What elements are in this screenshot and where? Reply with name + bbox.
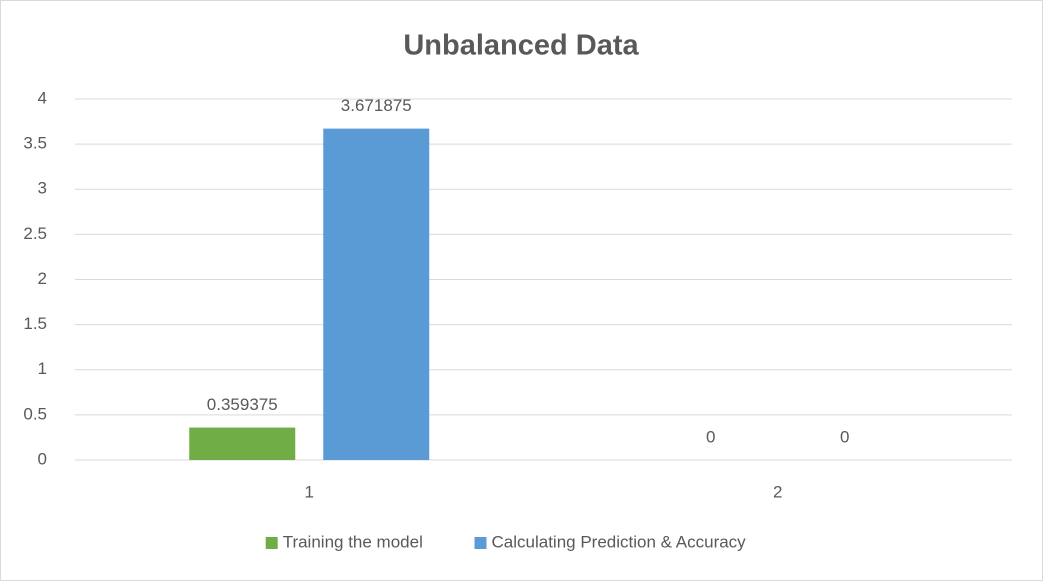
y-tick-label: 3.5	[23, 134, 47, 153]
legend-label: Calculating Prediction & Accuracy	[492, 532, 747, 551]
legend-swatch	[474, 537, 487, 549]
chart-title: Unbalanced Data	[403, 30, 639, 62]
data-label: 0.359375	[207, 395, 278, 414]
legend-label: Training the model	[283, 532, 423, 551]
y-tick-label: 0.5	[23, 404, 47, 423]
y-tick-label: 1	[38, 359, 47, 378]
y-tick-label: 2	[38, 269, 47, 288]
data-label: 3.671875	[341, 96, 412, 115]
bar	[323, 128, 430, 460]
legend-swatch	[265, 537, 278, 549]
data-label: 0	[706, 427, 715, 446]
y-tick-label: 2.5	[23, 224, 47, 243]
y-tick-label: 4	[38, 88, 47, 107]
y-tick-label: 0	[38, 449, 47, 468]
y-tick-label: 1.5	[23, 314, 47, 333]
y-tick-label: 3	[38, 179, 47, 198]
x-tick-label: 2	[773, 482, 782, 501]
x-tick-label: 1	[305, 482, 314, 501]
bar	[189, 427, 296, 460]
data-label: 0	[840, 427, 849, 446]
